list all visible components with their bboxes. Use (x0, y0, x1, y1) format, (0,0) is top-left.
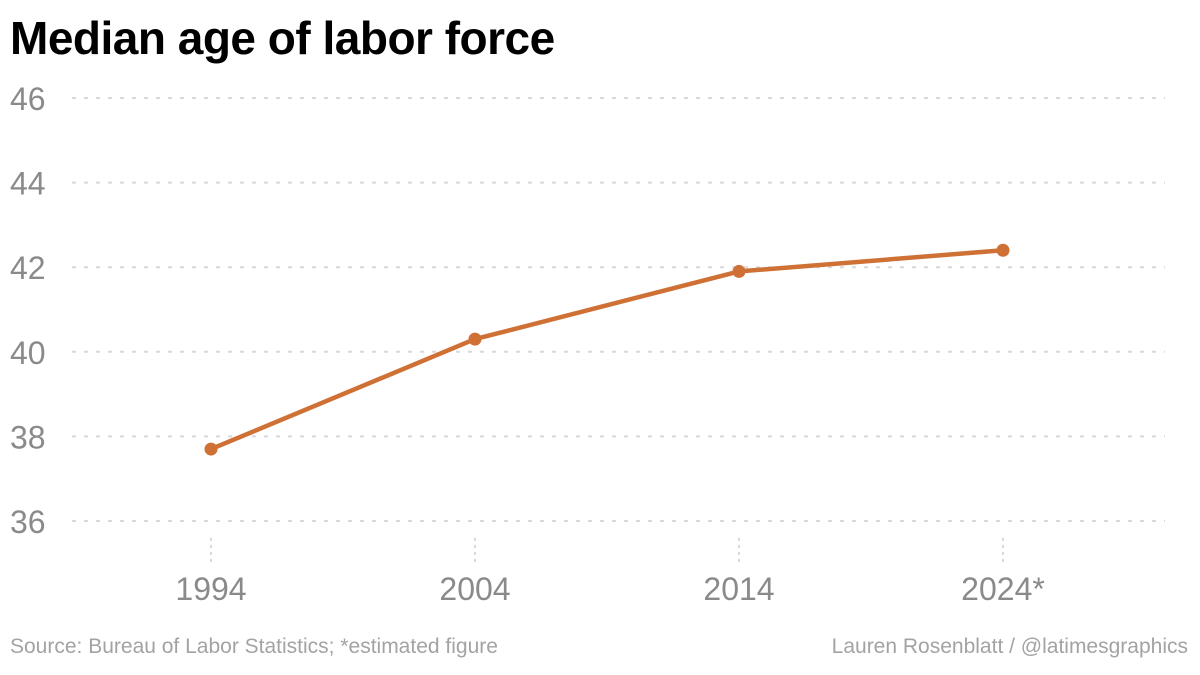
x-tick-label: 2004 (439, 571, 510, 607)
y-tick-label: 44 (10, 166, 46, 202)
x-axis-labels: 1994 2004 2014 2024* (175, 571, 1044, 607)
source-note: Source: Bureau of Labor Statistics; *est… (10, 635, 498, 658)
y-tick-label: 38 (10, 419, 46, 455)
x-tick-label: 2014 (703, 571, 774, 607)
y-tick-label: 46 (10, 81, 46, 117)
series-line (208, 248, 1006, 452)
y-tick-label: 40 (10, 335, 46, 371)
y-tick-label: 42 (10, 250, 46, 286)
grid-lines (72, 97, 1165, 522)
x-tick-label: 1994 (175, 571, 246, 607)
data-point-1994 (204, 442, 218, 456)
y-axis-labels: 36 38 40 42 44 46 (10, 81, 46, 540)
data-point-2004 (468, 332, 482, 346)
x-tick-marks (210, 538, 1004, 562)
series (204, 243, 1010, 456)
data-point-2014 (732, 264, 746, 278)
credit-note: Lauren Rosenblatt / @latimesgraphics (831, 635, 1188, 658)
y-tick-label: 36 (10, 504, 46, 540)
data-point-2024* (996, 243, 1010, 257)
chart-title: Median age of labor force (10, 12, 555, 64)
x-tick-label: 2024* (961, 571, 1045, 607)
